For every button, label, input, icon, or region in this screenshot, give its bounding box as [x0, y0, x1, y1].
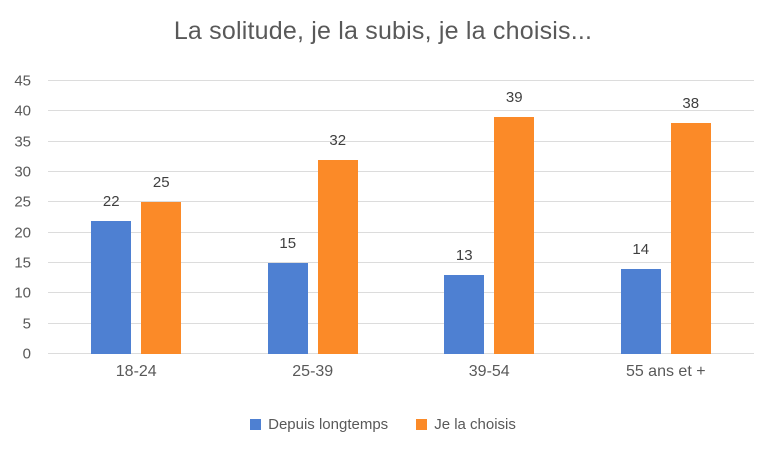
bar-column: 22	[91, 81, 132, 354]
bar-column: 32	[317, 81, 358, 354]
legend-label: Depuis longtemps	[268, 416, 389, 433]
bar-groups: 22 25 15 32 13 39 14 38	[48, 81, 754, 354]
gridline	[48, 80, 754, 81]
legend: Depuis longtemps Je la choisis	[0, 416, 766, 433]
chart-title: La solitude, je la subis, je la choisis.…	[173, 17, 593, 45]
y-tick-label: 5	[22, 315, 31, 333]
x-axis-labels: 18-24 25-39 39-54 55 ans et +	[48, 363, 754, 381]
x-tick-label: 18-24	[115, 363, 157, 380]
legend-label: Je la choisis	[434, 416, 516, 433]
bar-column: 38	[670, 81, 711, 354]
plot-area: 22 25 15 32 13 39 14 38	[48, 80, 754, 354]
legend-swatch	[416, 419, 428, 430]
bar	[494, 117, 535, 354]
legend-swatch	[250, 419, 262, 430]
y-tick-label: 25	[14, 193, 31, 211]
bar-group: 15 32	[225, 81, 402, 354]
gridline	[48, 322, 754, 324]
bar	[317, 159, 358, 354]
bar-value-label: 25	[152, 174, 170, 192]
bar-column: 25	[141, 81, 182, 354]
bar-group: 13 39	[401, 81, 578, 354]
x-tick-label: 55 ans et +	[625, 363, 706, 380]
y-axis: 0 5 10 15 20 25 30 35 40 45	[0, 74, 31, 362]
bar-value-label: 22	[102, 192, 120, 210]
bar-value-label: 14	[632, 241, 650, 259]
legend-item: Depuis longtemps	[250, 416, 388, 433]
bar-column: 39	[494, 81, 535, 354]
gridline	[48, 262, 754, 263]
bar	[444, 275, 485, 354]
bar	[620, 269, 661, 354]
y-tick-label: 0	[22, 345, 31, 363]
bar	[141, 202, 182, 354]
gridline	[48, 110, 754, 112]
bar-column: 15	[267, 81, 308, 354]
y-tick-label: 10	[14, 284, 31, 302]
bar-column: 14	[620, 81, 661, 354]
y-tick-label: 45	[14, 72, 31, 90]
bar	[267, 263, 308, 354]
bar-value-label: 39	[505, 89, 523, 107]
bar-value-label: 13	[455, 247, 473, 265]
gridline	[48, 353, 754, 354]
gridline	[48, 201, 754, 203]
gridline	[48, 292, 754, 294]
y-tick-label: 30	[14, 163, 31, 181]
gridline	[48, 171, 754, 172]
bar-group: 14 38	[578, 81, 755, 354]
bar	[91, 220, 132, 354]
gridline	[48, 140, 754, 142]
legend-item: Je la choisis	[416, 416, 516, 433]
x-tick-label: 25-39	[292, 363, 334, 380]
y-tick-label: 35	[14, 133, 31, 151]
bar-column: 13	[444, 81, 485, 354]
bar-value-label: 15	[279, 235, 297, 252]
y-tick-label: 40	[14, 102, 31, 120]
gridline	[48, 231, 754, 233]
bar	[670, 123, 711, 354]
bar-group: 22 25	[48, 81, 225, 354]
bar-value-label: 38	[682, 95, 700, 113]
x-tick-label: 39-54	[468, 363, 510, 380]
y-tick-label: 15	[14, 254, 31, 272]
bar-value-label: 32	[329, 131, 347, 149]
y-tick-label: 20	[14, 224, 31, 242]
